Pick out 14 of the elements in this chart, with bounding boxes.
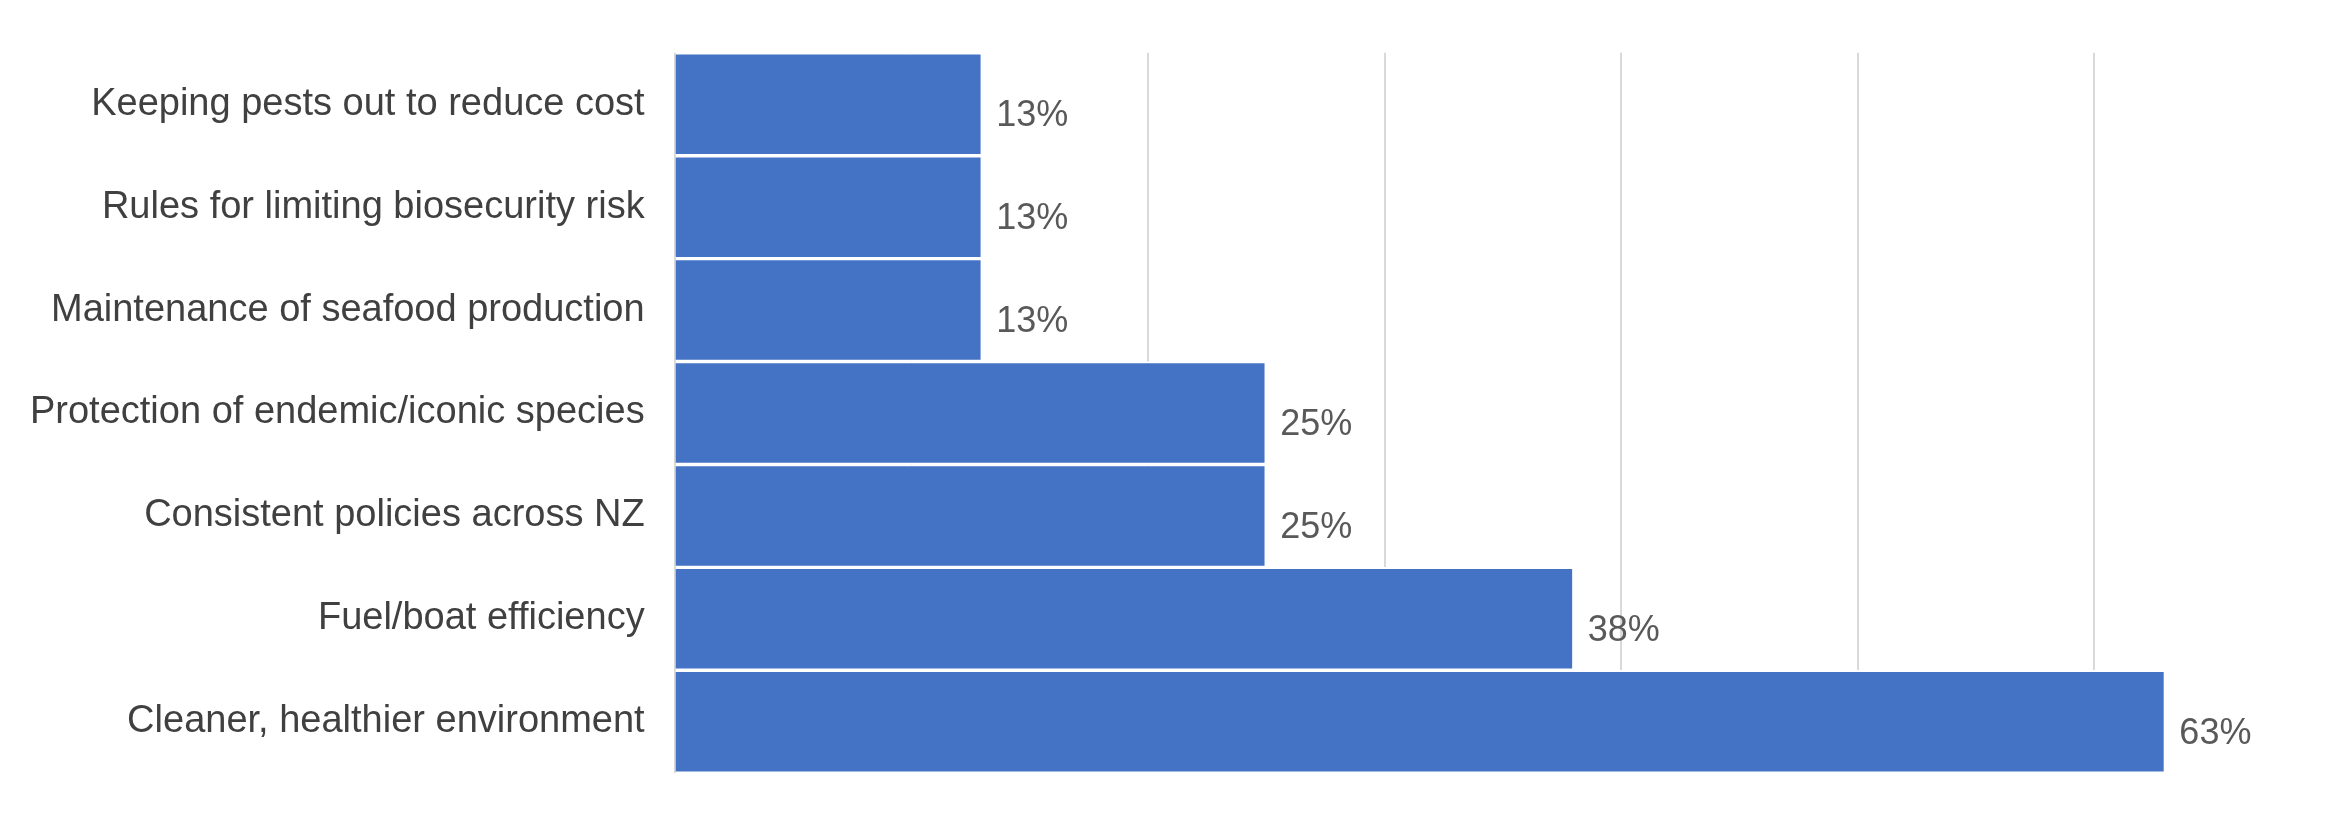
y-tick-label: Maintenance of seafood production	[51, 286, 645, 329]
data-label: 25%	[1280, 401, 1353, 443]
y-tick-label: Fuel/boat efficiency	[317, 595, 645, 638]
data-label: 13%	[996, 196, 1069, 238]
y-tick-label: Rules for limiting biosecurity risk	[101, 183, 646, 226]
y-tick-label: Keeping pests out to reduce cost	[91, 80, 646, 123]
y-tick-label: Cleaner, healthier environment	[127, 698, 646, 741]
data-label: 13%	[996, 93, 1069, 135]
data-label: 25%	[1280, 504, 1353, 546]
y-tick-label: Protection of endemic/iconic species	[29, 389, 645, 432]
y-tick-label: Consistent policies across NZ	[144, 492, 645, 535]
data-label: 63%	[2179, 710, 2252, 752]
data-label: 38%	[1587, 607, 1660, 649]
data-label: 13%	[996, 299, 1069, 341]
